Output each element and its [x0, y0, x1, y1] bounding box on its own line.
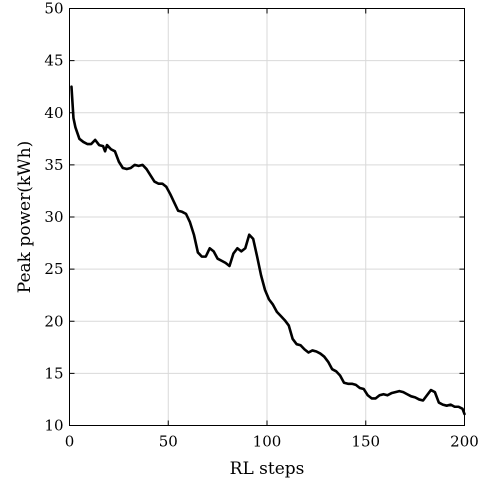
y-tick-label: 25 [44, 260, 63, 278]
x-tick-label: 0 [65, 433, 75, 451]
x-tick-label: 50 [159, 433, 178, 451]
y-tick-label: 45 [44, 52, 63, 70]
y-tick-label: 50 [44, 0, 63, 18]
series-line [70, 85, 466, 416]
y-tick-label: 40 [44, 104, 63, 122]
y-tick-label: 35 [44, 156, 63, 174]
ticks-layer [69, 8, 465, 426]
series-layer [70, 85, 466, 416]
y-tick-label: 30 [44, 208, 63, 226]
y-tick-label: 20 [44, 312, 63, 330]
x-axis-label: RL steps [230, 459, 305, 479]
x-tick-label: 200 [450, 433, 479, 451]
x-tick-label: 100 [253, 433, 282, 451]
y-tick-label: 10 [44, 417, 63, 435]
y-tick-label: 15 [44, 364, 63, 382]
tick-labels-layer: 0 50 100 150 200 10 15 20 25 30 35 40 45 50 [44, 0, 478, 451]
y-axis-label: Peak power(kWh) [15, 141, 35, 293]
grid-lines [69, 8, 465, 426]
x-tick-label: 150 [351, 433, 380, 451]
